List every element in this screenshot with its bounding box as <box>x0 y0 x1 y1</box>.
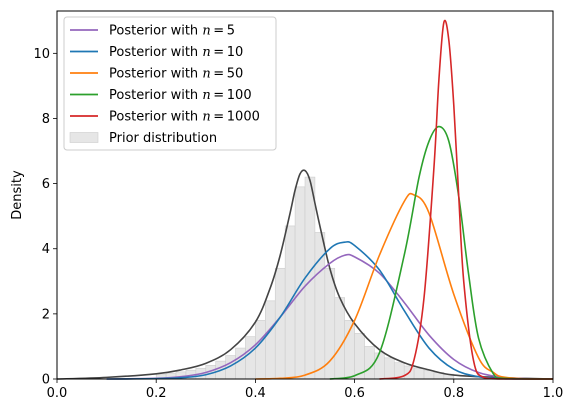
x-tick-label: 0.4 <box>245 386 266 401</box>
posterior-line-1 <box>106 253 554 380</box>
prior-bar <box>265 300 276 380</box>
legend-label-prior: Prior distribution <box>109 131 217 146</box>
prior-bar <box>294 186 306 380</box>
legend-label-4: Posterior with n = 100 <box>109 88 252 103</box>
legend-label-5: Posterior with n = 1000 <box>109 110 260 125</box>
prior-bar <box>364 346 375 380</box>
posterior-line-3 <box>255 192 553 380</box>
x-tick-label: 0.6 <box>344 386 365 401</box>
x-axis: 0.0 0.2 0.4 0.6 0.8 1.0 <box>47 379 564 401</box>
y-tick-label: 0 <box>42 373 50 388</box>
y-axis-label: Density <box>10 170 25 220</box>
posterior-line-4 <box>329 125 554 380</box>
prior-bar <box>423 370 435 380</box>
y-tick-label: 4 <box>42 242 50 257</box>
legend-box <box>63 16 277 151</box>
legend-label-1: Posterior with n = 5 <box>109 24 235 39</box>
y-axis: 0 2 4 6 8 10 <box>33 47 57 388</box>
y-tick-label: 6 <box>42 177 50 192</box>
legend: Posterior with n = 5 Posterior with n = 1… <box>63 16 277 151</box>
legend-label-3: Posterior with n = 50 <box>109 67 243 82</box>
y-tick-label: 10 <box>33 47 50 62</box>
prior-bar <box>274 267 286 380</box>
x-tick-label: 1.0 <box>543 386 564 401</box>
legend-entries: Posterior with n = 5 Posterior with n = 1… <box>69 24 260 146</box>
prior-bar <box>324 267 336 380</box>
posterior-line-5 <box>379 19 553 380</box>
legend-swatch-prior <box>69 132 99 143</box>
prior-density-line <box>56 169 554 380</box>
prior-bar <box>374 352 385 380</box>
legend-label-2: Posterior with n = 10 <box>109 45 243 60</box>
y-tick-label: 8 <box>42 112 50 127</box>
x-tick-label: 0.2 <box>146 386 167 401</box>
prior-bar <box>334 297 345 380</box>
prior-bar <box>413 368 425 380</box>
prior-bar <box>255 320 266 380</box>
x-tick-label: 0.0 <box>47 386 68 401</box>
plot-frame <box>56 10 554 380</box>
prior-bar <box>235 347 246 380</box>
prior-bar <box>384 357 395 380</box>
y-tick-label: 2 <box>42 307 50 322</box>
posterior-line-2 <box>106 240 553 380</box>
density-curves <box>56 19 554 380</box>
prior-bar <box>245 336 256 380</box>
x-tick-label: 0.8 <box>443 386 464 401</box>
